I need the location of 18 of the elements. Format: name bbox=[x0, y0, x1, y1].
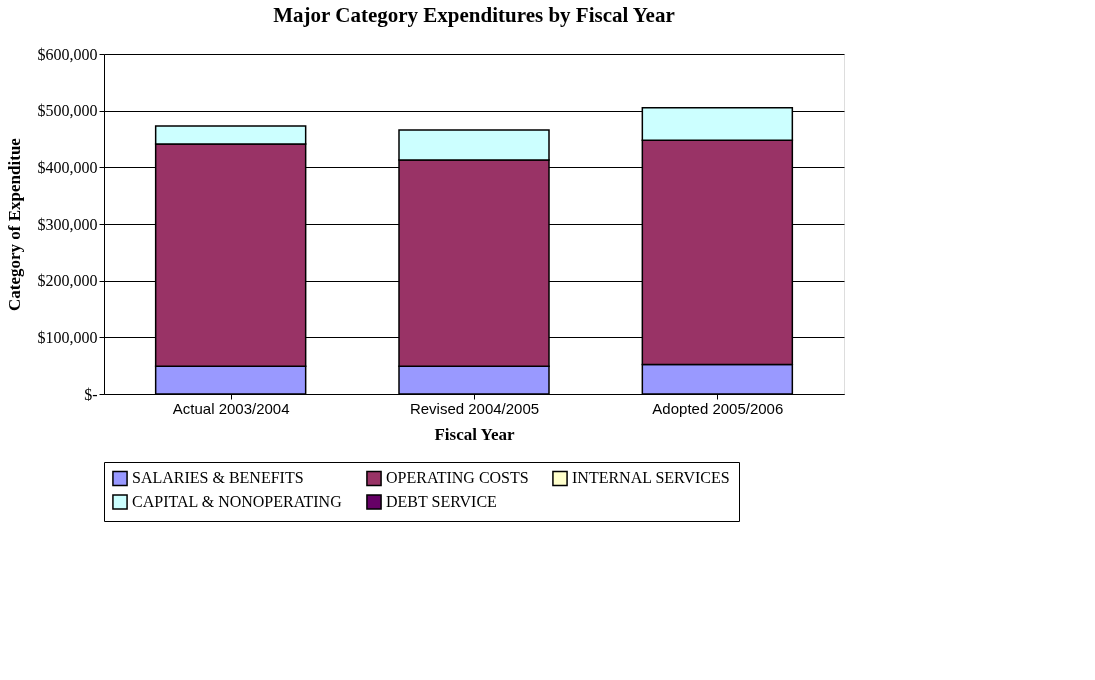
y-tick-label: $300,000 bbox=[37, 215, 98, 233]
y-axis-title: Category of Expenditue bbox=[4, 137, 24, 311]
legend-label: SALARIES & BENEFITS bbox=[132, 469, 304, 487]
x-axis-title: Fiscal Year bbox=[434, 424, 515, 444]
y-tick-label: $500,000 bbox=[37, 102, 98, 120]
legend-label: CAPITAL & NONOPERATING bbox=[132, 493, 343, 510]
x-tick-label: Revised 2004/2005 bbox=[409, 399, 540, 417]
y-tick-label: $200,000 bbox=[37, 272, 98, 290]
legend-label: OPERATING COSTS bbox=[386, 469, 529, 487]
y-tick-label: $100,000 bbox=[37, 328, 98, 346]
legend-label: DEBT SERVICE bbox=[386, 493, 497, 510]
y-tick-label: $- bbox=[84, 385, 98, 403]
legend-label: INTERNAL SERVICES bbox=[572, 469, 730, 487]
x-tick-label: Adopted 2005/2006 bbox=[652, 399, 784, 417]
y-tick-label: $600,000 bbox=[37, 45, 98, 63]
y-tick-label: $400,000 bbox=[37, 158, 98, 176]
chart-title: Major Category Expenditures by Fiscal Year bbox=[273, 3, 675, 27]
x-tick-label: Actual 2003/2004 bbox=[172, 399, 290, 417]
